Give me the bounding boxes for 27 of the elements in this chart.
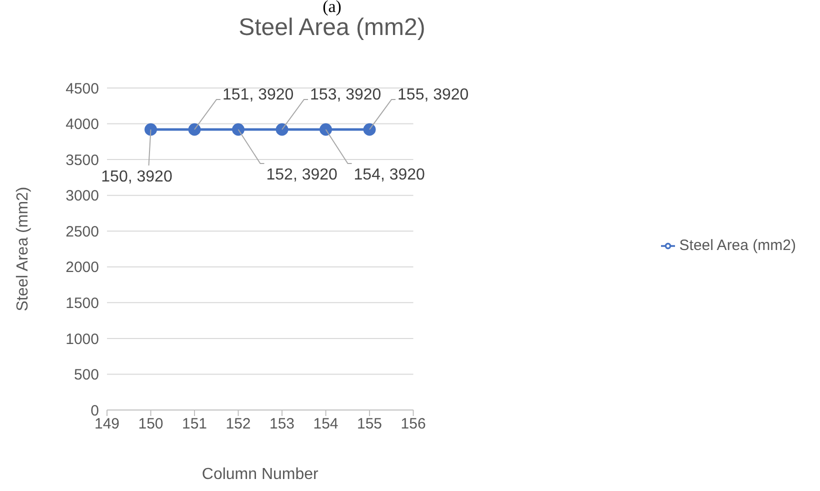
text: (a) (322, 0, 342, 17)
y-tick-label: 3500 (66, 152, 99, 169)
x-tick-label: 151 (182, 416, 208, 433)
y-tick-label: 1000 (66, 330, 99, 348)
y-tick-label: 4500 (66, 80, 99, 98)
data-label: 153, 3920 (310, 86, 382, 104)
x-tick-label: 154 (313, 416, 338, 433)
y-axis-title: Steel Area (mm2) (14, 186, 32, 312)
x-tick-label: 155 (357, 416, 382, 433)
data-label: 154, 3920 (354, 166, 426, 184)
data-label: 151, 3920 (222, 86, 294, 104)
legend-label: Steel Area (mm2) (679, 237, 796, 254)
y-tick-label: 500 (74, 366, 99, 384)
data-label: 155, 3920 (398, 86, 469, 104)
x-axis-title: Column Number (202, 466, 320, 483)
data-label: 152, 3920 (266, 166, 338, 184)
data-label: 150, 3920 (101, 168, 172, 186)
y-tick-label: 3000 (66, 188, 99, 205)
y-tick-label: 2500 (66, 223, 99, 240)
x-tick-label: 152 (226, 416, 251, 433)
chart-title: Steel Area (mm2) (238, 14, 426, 42)
y-tick-label: 4000 (66, 116, 99, 134)
x-tick-label: 156 (400, 416, 426, 433)
y-tick-label: 2000 (66, 259, 99, 276)
x-tick-label: 153 (270, 416, 295, 433)
x-tick-label: 150 (138, 416, 164, 433)
y-tick-label: 1500 (66, 294, 99, 312)
